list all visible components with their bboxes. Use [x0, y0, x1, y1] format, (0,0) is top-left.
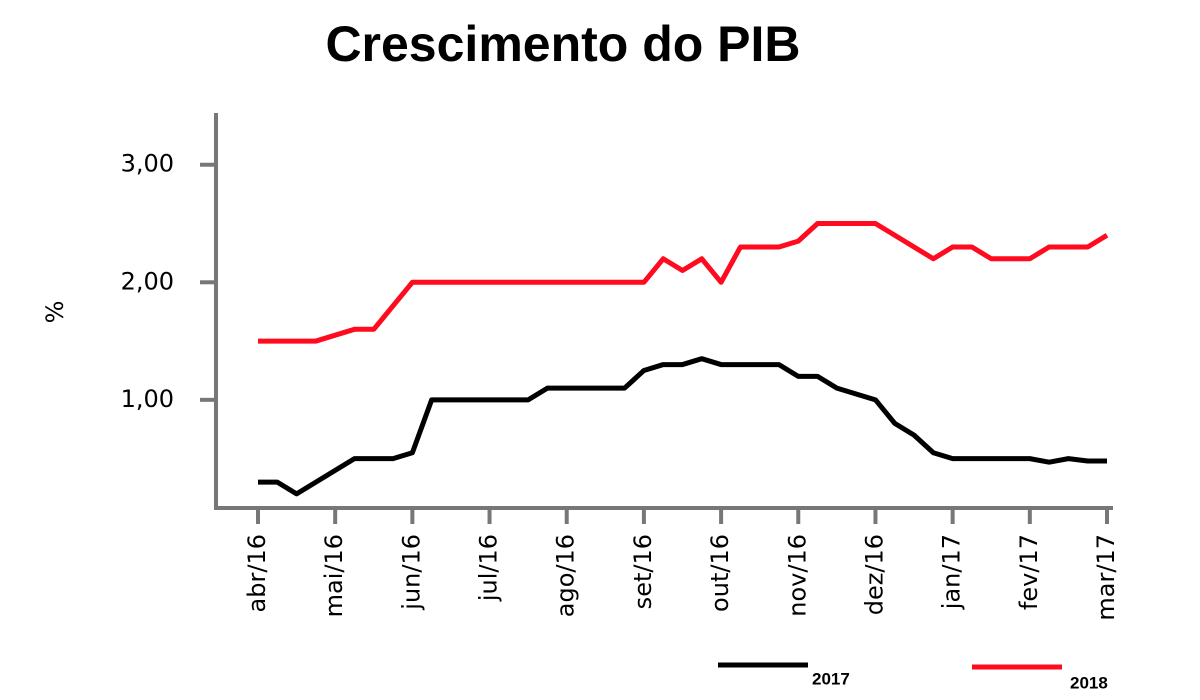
x-tick-label: set/16 [629, 534, 657, 609]
x-tick-label: jun/16 [397, 534, 425, 611]
line-series [258, 221, 1109, 344]
y-tick-label: 2,00 [121, 267, 174, 295]
x-tick-label: nov/16 [783, 534, 811, 617]
x-tick-label: fev/17 [1015, 534, 1043, 610]
chart-title: Crescimento do PIB [325, 16, 800, 72]
legend-label: 2018 [1070, 673, 1108, 692]
legend-label: 2017 [812, 669, 850, 688]
x-tick-label: mar/17 [1092, 534, 1120, 621]
x-tick-label: jan/17 [938, 534, 966, 610]
x-tick-label: dez/16 [860, 534, 888, 615]
x-tick-label: ago/16 [552, 534, 580, 617]
y-tick-label: 3,00 [121, 150, 174, 178]
y-tick-label: 1,00 [121, 385, 174, 413]
x-tick-label: mai/16 [320, 534, 348, 617]
x-tick-label: abr/16 [243, 534, 271, 612]
y-axis-label: % [41, 301, 69, 324]
x-tick-label: out/16 [706, 534, 734, 612]
x-tick-label: jul/16 [475, 534, 503, 602]
line-series [258, 356, 1107, 497]
